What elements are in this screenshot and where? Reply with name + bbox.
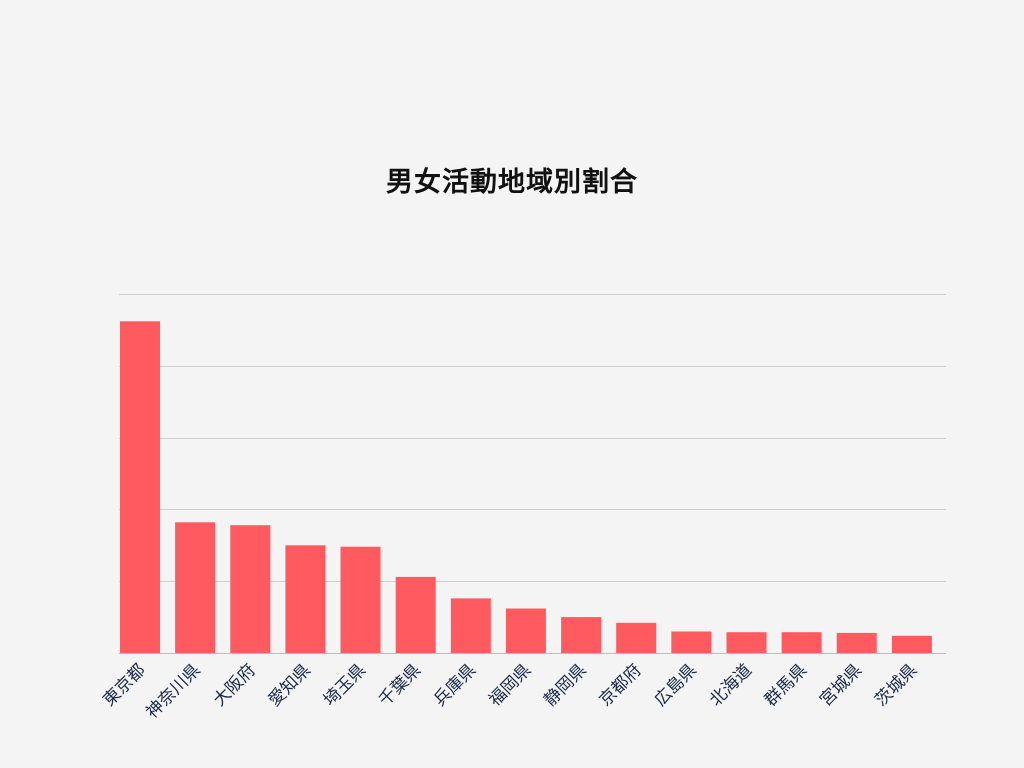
x-tick-label: 埼玉県: [320, 660, 370, 710]
bar: [671, 631, 712, 653]
x-tick-label: 千葉県: [375, 660, 425, 710]
x-tick-label: 大阪府: [210, 660, 260, 710]
bar: [230, 525, 271, 653]
x-tick-label: 群馬県: [761, 660, 811, 710]
bar: [836, 632, 877, 653]
bar: [726, 632, 767, 653]
x-tick-label: 宮城県: [816, 660, 866, 710]
bar: [340, 546, 381, 653]
x-tick-label: 福岡県: [485, 660, 535, 710]
x-tick-label: 神奈川県: [142, 660, 204, 722]
bar: [120, 321, 160, 653]
bar: [616, 622, 657, 653]
bar: [450, 598, 491, 653]
chart-title: 男女活動地域別割合: [386, 167, 638, 198]
x-tick-label: 東京都: [99, 660, 149, 710]
bars: [120, 321, 932, 653]
x-tick-label: 兵庫県: [430, 660, 480, 710]
x-tick-label: 茨城県: [871, 660, 921, 710]
x-tick-label: 京都府: [596, 660, 646, 710]
bar: [561, 617, 602, 653]
bar: [175, 522, 216, 653]
bar: [395, 576, 436, 653]
bar: [285, 545, 326, 653]
bar: [891, 635, 932, 653]
bar: [505, 608, 546, 653]
x-tick-label: 北海道: [706, 660, 756, 710]
x-tick-label: 静岡県: [540, 660, 590, 710]
x-tick-label: 広島県: [651, 660, 701, 710]
x-tick-label: 愛知県: [265, 660, 315, 710]
bar: [781, 632, 822, 653]
